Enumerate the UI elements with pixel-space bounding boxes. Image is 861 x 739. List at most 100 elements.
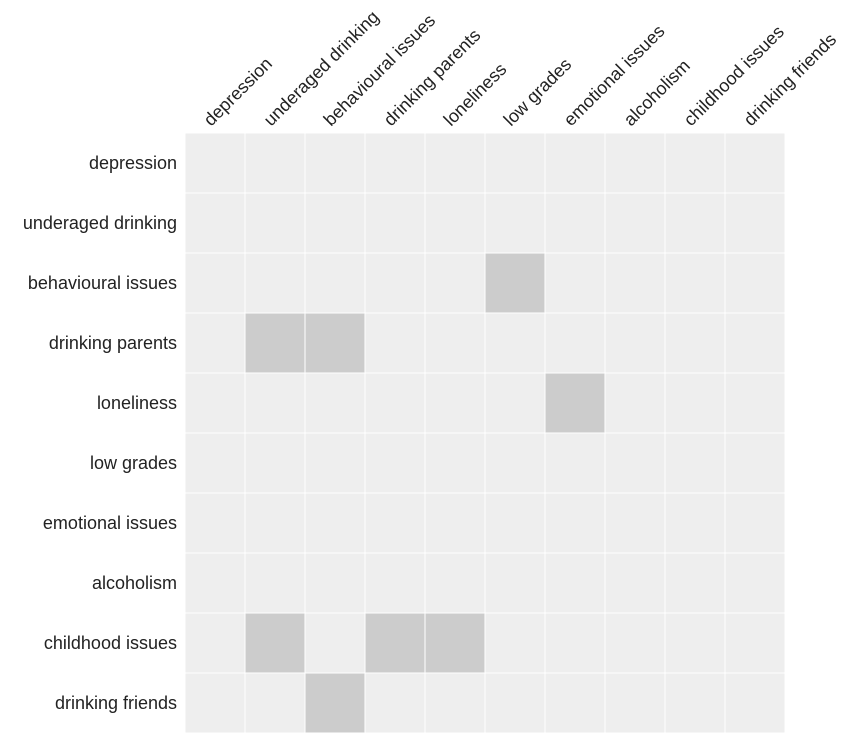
heatmap-cell-r0-c1: [244, 132, 306, 194]
row-label: drinking parents: [49, 333, 177, 353]
heatmap-cell-r0-c5: [484, 132, 546, 194]
heatmap-cell-r2-c5: [484, 252, 546, 314]
heatmap-cell-r7-c2: [304, 552, 366, 614]
heatmap-cell-r7-c4: [424, 552, 486, 614]
heatmap-cell-r6-c5: [484, 492, 546, 554]
column-label: underaged drinking: [260, 7, 383, 130]
row-label: loneliness: [97, 393, 177, 413]
heatmap-cell-r8-c0: [184, 612, 246, 674]
heatmap-cell-r7-c0: [184, 552, 246, 614]
heatmap-cell-r2-c2: [304, 252, 366, 314]
row-label: underaged drinking: [23, 213, 177, 233]
row-label: emotional issues: [43, 513, 177, 533]
heatmap-cell-r4-c3: [364, 372, 426, 434]
heatmap-cell-r9-c0: [184, 672, 246, 734]
heatmap-cell-r8-c7: [604, 612, 666, 674]
heatmap-cell-r8-c2: [304, 612, 366, 674]
heatmap-cell-r1-c6: [544, 192, 606, 254]
heatmap-cells: [184, 132, 786, 734]
row-label: behavioural issues: [28, 273, 177, 293]
heatmap-cell-r6-c4: [424, 492, 486, 554]
heatmap-cell-r3-c6: [544, 312, 606, 374]
heatmap-cell-r8-c6: [544, 612, 606, 674]
heatmap-cell-r5-c8: [664, 432, 726, 494]
heatmap-cell-r7-c3: [364, 552, 426, 614]
heatmap-cell-r5-c9: [724, 432, 786, 494]
heatmap-cell-r5-c6: [544, 432, 606, 494]
heatmap-cell-r6-c1: [244, 492, 306, 554]
heatmap-cell-r9-c9: [724, 672, 786, 734]
heatmap-cell-r3-c1: [244, 312, 306, 374]
heatmap-cell-r4-c6: [544, 372, 606, 434]
heatmap-cell-r2-c4: [424, 252, 486, 314]
heatmap-cell-r8-c5: [484, 612, 546, 674]
heatmap-cell-r5-c3: [364, 432, 426, 494]
heatmap-cell-r3-c4: [424, 312, 486, 374]
heatmap-cell-r6-c2: [304, 492, 366, 554]
row-label: drinking friends: [55, 693, 177, 713]
heatmap-cell-r1-c3: [364, 192, 426, 254]
heatmap-cell-r0-c2: [304, 132, 366, 194]
heatmap-cell-r3-c7: [604, 312, 666, 374]
heatmap-cell-r6-c6: [544, 492, 606, 554]
column-label: emotional issues: [560, 21, 669, 130]
heatmap-cell-r0-c4: [424, 132, 486, 194]
heatmap-cell-r0-c6: [544, 132, 606, 194]
heatmap-cell-r7-c6: [544, 552, 606, 614]
heatmap-cell-r7-c8: [664, 552, 726, 614]
heatmap-cell-r1-c8: [664, 192, 726, 254]
heatmap-cell-r6-c9: [724, 492, 786, 554]
heatmap-cell-r0-c9: [724, 132, 786, 194]
heatmap-cell-r7-c1: [244, 552, 306, 614]
heatmap-cell-r4-c8: [664, 372, 726, 434]
row-label: low grades: [90, 453, 177, 473]
heatmap-cell-r6-c0: [184, 492, 246, 554]
heatmap-cell-r3-c9: [724, 312, 786, 374]
heatmap-cell-r2-c3: [364, 252, 426, 314]
heatmap-cell-r8-c3: [364, 612, 426, 674]
heatmap-cell-r9-c3: [364, 672, 426, 734]
heatmap-cell-r0-c7: [604, 132, 666, 194]
heatmap-cell-r4-c1: [244, 372, 306, 434]
row-label: alcoholism: [92, 573, 177, 593]
heatmap-cell-r5-c2: [304, 432, 366, 494]
heatmap-cell-r7-c7: [604, 552, 666, 614]
heatmap-cell-r3-c0: [184, 312, 246, 374]
heatmap-cell-r6-c3: [364, 492, 426, 554]
heatmap-cell-r9-c1: [244, 672, 306, 734]
row-labels: depression underaged drinking behavioural …: [23, 153, 177, 713]
heatmap-cell-r4-c9: [724, 372, 786, 434]
heatmap-cell-r7-c9: [724, 552, 786, 614]
heatmap-cell-r6-c8: [664, 492, 726, 554]
heatmap-cell-r2-c9: [724, 252, 786, 314]
heatmap-cell-r9-c6: [544, 672, 606, 734]
heatmap-cell-r9-c2: [304, 672, 366, 734]
heatmap-cell-r0-c0: [184, 132, 246, 194]
heatmap-cell-r6-c7: [604, 492, 666, 554]
heatmap-cell-r5-c5: [484, 432, 546, 494]
heatmap-cell-r9-c7: [604, 672, 666, 734]
heatmap-cell-r1-c5: [484, 192, 546, 254]
heatmap-cell-r5-c4: [424, 432, 486, 494]
heatmap-cell-r7-c5: [484, 552, 546, 614]
row-label: depression: [89, 153, 177, 173]
heatmap-cell-r0-c8: [664, 132, 726, 194]
heatmap-cell-r8-c4: [424, 612, 486, 674]
heatmap-cell-r4-c0: [184, 372, 246, 434]
heatmap-cell-r3-c3: [364, 312, 426, 374]
heatmap-cell-r4-c2: [304, 372, 366, 434]
heatmap-cell-r8-c9: [724, 612, 786, 674]
heatmap-cell-r5-c0: [184, 432, 246, 494]
heatmap-cell-r4-c4: [424, 372, 486, 434]
heatmap-cell-r2-c1: [244, 252, 306, 314]
heatmap-cell-r3-c2: [304, 312, 366, 374]
heatmap-cell-r5-c1: [244, 432, 306, 494]
heatmap-cell-r2-c7: [604, 252, 666, 314]
heatmap-cell-r2-c6: [544, 252, 606, 314]
heatmap-cell-r1-c1: [244, 192, 306, 254]
heatmap-cell-r1-c2: [304, 192, 366, 254]
heatmap-cell-r9-c8: [664, 672, 726, 734]
heatmap-cell-r9-c5: [484, 672, 546, 734]
heatmap-cell-r2-c8: [664, 252, 726, 314]
